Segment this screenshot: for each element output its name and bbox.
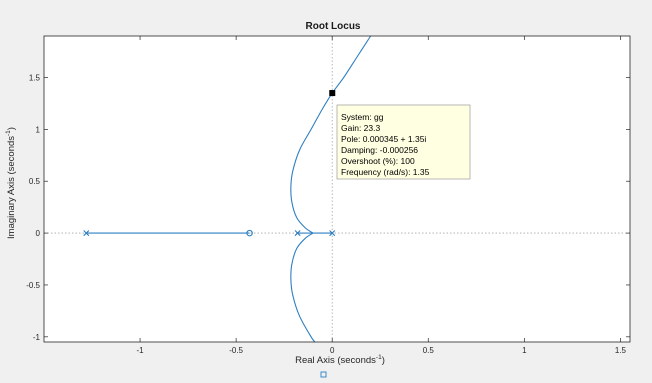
y-tick-label: 0.5 xyxy=(29,177,41,186)
edit-plot-icon[interactable] xyxy=(320,371,327,378)
locus-branch xyxy=(290,35,372,234)
y-axis-label-text: Imaginary Axis (seconds xyxy=(6,136,17,239)
plot-border xyxy=(43,35,631,343)
y-axis-ticks: -1 -0.5 0 0.5 1 1.5 xyxy=(26,73,630,342)
data-tip-box xyxy=(336,104,471,180)
data-tip-line-overshoot: Overshoot (%): 100 xyxy=(341,156,415,166)
data-tip[interactable]: System: gg Gain: 23.3 Pole: 0.000345 + 1… xyxy=(329,90,471,180)
plot-area: -1 -0.5 0 0.5 1 1.5 -1 -0.5 0 0.5 1 1.5 xyxy=(26,35,631,355)
y-axis-label-exponent: -1 xyxy=(5,130,12,136)
x-axis-label-exponent: -1 xyxy=(376,354,382,361)
y-tick-label: 0 xyxy=(36,229,41,238)
x-tick-label: 0 xyxy=(330,346,335,355)
data-tip-line-damping: Damping: -0.000256 xyxy=(341,145,418,155)
y-tick-label: -0.5 xyxy=(26,281,40,290)
x-axis-label-close: ) xyxy=(382,355,385,366)
pole-marker xyxy=(294,230,301,237)
zero-marker xyxy=(246,229,253,237)
pole-marker xyxy=(329,230,336,237)
data-tip-line-gain: Gain: 23.3 xyxy=(341,123,380,133)
data-tip-line-system: System: gg xyxy=(341,112,384,122)
x-axis-label: Real Axis (seconds-1) xyxy=(295,354,385,366)
x-tick-label: 1 xyxy=(522,346,527,355)
data-tip-line-frequency: Frequency (rad/s): 1.35 xyxy=(341,167,430,177)
pole-zero-markers xyxy=(83,229,336,237)
x-tick-label: -1 xyxy=(137,346,145,355)
pole-marker xyxy=(83,230,90,237)
y-axis-label: Imaginary Axis (seconds-1) xyxy=(5,127,17,239)
data-tip-line-pole: Pole: 0.000345 + 1.35i xyxy=(341,134,426,144)
y-axis-label-close: ) xyxy=(6,127,17,130)
y-tick-label: 1.5 xyxy=(29,73,41,82)
locus-branches xyxy=(86,35,372,343)
x-tick-label: 0.5 xyxy=(423,346,435,355)
x-tick-label: 1.5 xyxy=(615,346,627,355)
locus-branch xyxy=(290,232,316,343)
y-tick-label: 1 xyxy=(36,125,41,134)
x-axis-ticks: -1 -0.5 0 0.5 1 1.5 xyxy=(137,36,627,355)
y-tick-label: -1 xyxy=(33,333,41,342)
chart-title: Root Locus xyxy=(306,21,361,32)
x-axis-label-text: Real Axis (seconds xyxy=(295,355,376,366)
x-tick-label: -0.5 xyxy=(229,346,243,355)
data-tip-marker[interactable] xyxy=(329,90,336,97)
plot-background xyxy=(44,36,630,342)
